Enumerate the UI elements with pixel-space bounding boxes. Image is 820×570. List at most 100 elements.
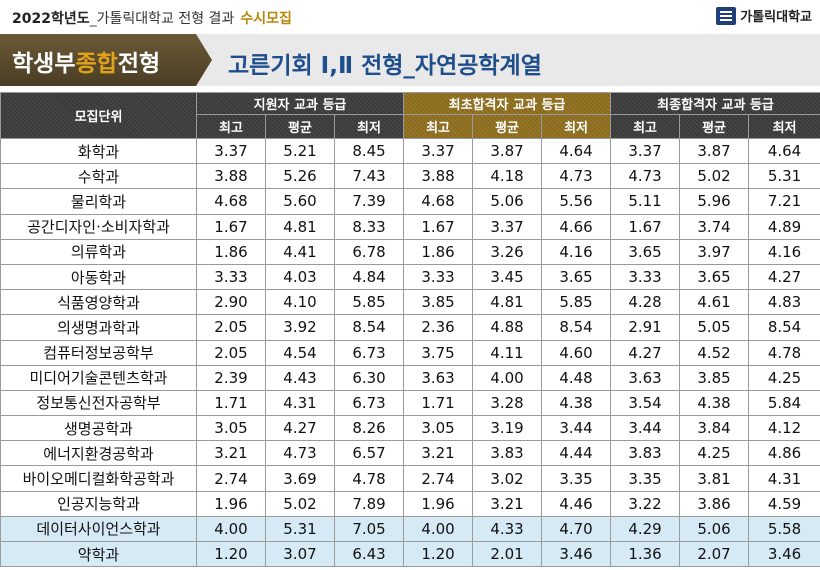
title-banner: 학생부종합전형 고른기회 Ⅰ,Ⅱ 전형_자연공학계열 — [0, 34, 820, 86]
grade-cell: 2.74 — [196, 465, 266, 492]
grade-cell: 3.92 — [265, 314, 335, 341]
grade-cell: 4.27 — [610, 339, 681, 366]
department-name: 약학과 — [0, 540, 197, 568]
results-table: 모집단위 지원자 교과 등급 최초합격자 교과 등급 최종합격자 교과 등급 최… — [0, 92, 820, 568]
grade-cell: 3.84 — [679, 415, 750, 442]
grade-cell: 1.36 — [610, 540, 681, 568]
grade-cell: 5.31 — [748, 163, 820, 190]
grade-cell: 4.52 — [679, 339, 750, 366]
table-row: 의생명과학과 2.05 3.92 8.54 2.36 4.88 8.54 2.91 5.05 8.… — [0, 314, 820, 341]
grade-cell: 3.07 — [265, 540, 335, 568]
grade-cell: 3.21 — [403, 440, 474, 467]
grade-cell: 8.54 — [748, 314, 820, 341]
grade-cell: 3.44 — [610, 415, 681, 442]
grade-cell: 3.28 — [472, 389, 543, 417]
grade-cell: 1.67 — [403, 213, 474, 240]
grade-cell: 7.21 — [748, 188, 820, 215]
grade-cell: 5.06 — [679, 515, 750, 543]
header-max: 최고 — [403, 114, 474, 139]
grade-cell: 3.63 — [403, 364, 474, 391]
grade-cell: 4.68 — [403, 188, 474, 215]
grade-cell: 4.78 — [748, 339, 820, 366]
table-row: 수학과 3.88 5.26 7.43 3.88 4.18 4.73 4.73 5.02 5.31 — [0, 163, 820, 190]
grade-cell: 6.73 — [333, 389, 405, 417]
header-avg: 평균 — [679, 114, 750, 139]
grade-cell: 3.65 — [610, 238, 681, 265]
page-subtitle: 2022학년도_가톨릭대학교 전형 결과 수시모집 — [12, 8, 292, 28]
table-row: 바이오메디컬화학공학과 2.74 3.69 4.78 2.74 3.02 3.35 3.35 3… — [0, 465, 820, 492]
grade-cell: 1.71 — [403, 389, 474, 417]
table-row: 화학과 3.37 5.21 8.45 3.37 3.87 4.64 3.37 3.87 4.64 — [0, 137, 820, 165]
grade-cell: 5.21 — [265, 137, 335, 165]
department-name: 바이오메디컬화학공학과 — [0, 465, 197, 492]
grade-cell: 4.78 — [333, 465, 405, 492]
grade-cell: 1.96 — [196, 490, 266, 517]
table-row: 정보통신전자공학부 1.71 4.31 6.73 1.71 3.28 4.38 3.54 4.3… — [0, 389, 820, 417]
grade-cell: 4.64 — [748, 137, 820, 165]
admission-tag: 수시모집 — [240, 11, 292, 27]
grade-cell: 3.33 — [196, 263, 266, 291]
department-name: 의류학과 — [0, 238, 197, 265]
year-label: 2022학년도 — [12, 11, 90, 27]
grade-cell: 4.73 — [265, 440, 335, 467]
grade-cell: 3.35 — [541, 465, 612, 492]
grade-cell: 3.46 — [748, 540, 820, 568]
grade-cell: 4.18 — [472, 163, 543, 190]
grade-cell: 3.85 — [403, 289, 474, 316]
department-name: 공간디자인·소비자학과 — [0, 213, 197, 240]
department-name: 미디어기술콘텐츠학과 — [0, 364, 197, 391]
header-min: 최저 — [748, 114, 820, 139]
department-name: 식품영양학과 — [0, 289, 197, 316]
grade-cell: 4.16 — [748, 238, 820, 265]
department-name: 정보통신전자공학부 — [0, 389, 197, 417]
table-row: 식품영양학과 2.90 4.10 5.85 3.85 4.81 5.85 4.28 4.61 4.… — [0, 289, 820, 316]
grade-cell: 4.44 — [541, 440, 612, 467]
grade-cell: 3.33 — [610, 263, 681, 291]
header-max: 최고 — [610, 114, 681, 139]
grade-cell: 7.05 — [333, 515, 405, 543]
grade-cell: 3.05 — [196, 415, 266, 442]
grade-cell: 5.96 — [679, 188, 750, 215]
grade-cell: 3.75 — [403, 339, 474, 366]
grade-cell: 4.88 — [472, 314, 543, 341]
grade-cell: 2.05 — [196, 339, 266, 366]
department-name: 컴퓨터정보공학부 — [0, 339, 197, 366]
grade-cell: 6.57 — [333, 440, 405, 467]
grade-cell: 5.05 — [679, 314, 750, 341]
grade-cell: 5.02 — [265, 490, 335, 517]
grade-cell: 8.54 — [541, 314, 612, 341]
title-separator: _ — [89, 11, 97, 27]
grade-cell: 5.31 — [265, 515, 335, 543]
grade-cell: 4.27 — [265, 415, 335, 442]
grade-cell: 4.84 — [333, 263, 405, 291]
grade-cell: 1.20 — [403, 540, 474, 568]
category-title-pre: 학생부 — [12, 51, 76, 77]
grade-cell: 4.25 — [679, 440, 750, 467]
header-avg: 평균 — [265, 114, 335, 139]
department-name: 물리학과 — [0, 188, 197, 215]
table-row: 에너지환경공학과 3.21 4.73 6.57 3.21 3.83 4.44 3.83 4.25… — [0, 440, 820, 467]
header-unit: 모집단위 — [0, 92, 197, 139]
grade-cell: 5.11 — [610, 188, 681, 215]
grade-cell: 3.88 — [196, 163, 266, 190]
table-row: 인공지능학과 1.96 5.02 7.89 1.96 3.21 4.46 3.22 3.86 4.… — [0, 490, 820, 517]
table-row: 데이터사이언스학과 4.00 5.31 7.05 4.00 4.33 4.70 4.29 5.0… — [0, 515, 820, 543]
grade-cell: 3.22 — [610, 490, 681, 517]
header-min: 최저 — [333, 114, 405, 139]
grade-cell: 3.87 — [472, 137, 543, 165]
university-logo: 가톨릭대학교 — [716, 6, 812, 25]
grade-cell: 4.25 — [748, 364, 820, 391]
grade-cell: 3.83 — [472, 440, 543, 467]
table-body: 화학과 3.37 5.21 8.45 3.37 3.87 4.64 3.37 3.87 4.64 수… — [0, 137, 820, 568]
header-group-applicants: 지원자 교과 등급 — [195, 92, 405, 115]
grade-cell: 3.65 — [541, 263, 612, 291]
grade-cell: 3.02 — [472, 465, 543, 492]
grade-cell: 3.44 — [541, 415, 612, 442]
header-min: 최저 — [541, 114, 612, 139]
grade-cell: 4.48 — [541, 364, 612, 391]
grade-cell: 8.26 — [333, 415, 405, 442]
grade-cell: 4.41 — [265, 238, 335, 265]
grade-cell: 4.12 — [748, 415, 820, 442]
grade-cell: 3.37 — [403, 137, 474, 165]
grade-cell: 5.56 — [541, 188, 612, 215]
